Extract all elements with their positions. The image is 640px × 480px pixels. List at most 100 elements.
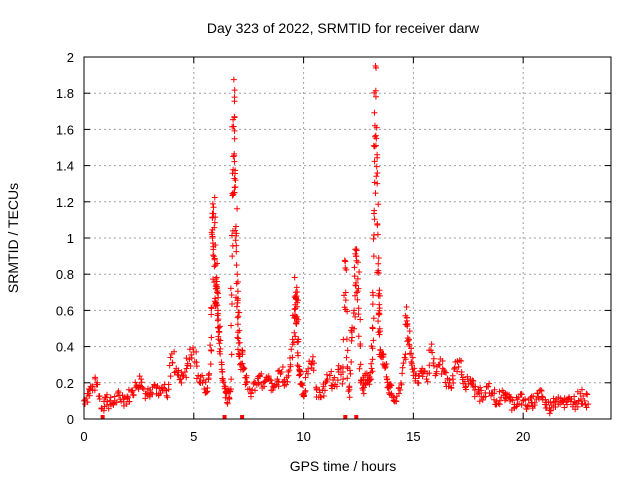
data-point bbox=[581, 397, 588, 404]
data-point bbox=[302, 374, 309, 381]
data-point bbox=[231, 170, 238, 177]
data-point bbox=[146, 387, 153, 394]
data-point bbox=[235, 346, 242, 353]
data-point bbox=[318, 394, 325, 401]
x-tick-label: 5 bbox=[190, 429, 197, 444]
data-point bbox=[387, 381, 394, 388]
data-point bbox=[107, 394, 114, 401]
data-point bbox=[436, 361, 443, 368]
data-point bbox=[375, 255, 382, 262]
y-tick-label: 0.4 bbox=[56, 340, 74, 355]
data-point bbox=[459, 374, 466, 381]
data-point bbox=[471, 387, 478, 394]
data-point bbox=[369, 301, 376, 308]
data-point bbox=[373, 163, 380, 170]
data-point bbox=[229, 253, 236, 260]
data-point bbox=[339, 369, 346, 376]
data-point bbox=[286, 367, 293, 374]
x-tick-label: 20 bbox=[516, 429, 530, 444]
data-point bbox=[220, 379, 227, 386]
data-point bbox=[349, 334, 356, 341]
data-point bbox=[383, 360, 390, 367]
data-point bbox=[214, 260, 221, 267]
data-point bbox=[343, 336, 350, 343]
data-point bbox=[369, 324, 376, 331]
data-point bbox=[582, 401, 589, 408]
data-point bbox=[464, 373, 471, 380]
data-point bbox=[331, 374, 338, 381]
data-point bbox=[491, 390, 498, 397]
data-point bbox=[231, 184, 238, 191]
data-point bbox=[578, 386, 585, 393]
data-point bbox=[324, 376, 331, 383]
data-point bbox=[375, 318, 382, 325]
data-point bbox=[344, 308, 351, 315]
data-point bbox=[231, 113, 238, 120]
data-point bbox=[375, 311, 382, 318]
data-points bbox=[81, 63, 592, 419]
data-point bbox=[295, 363, 302, 370]
data-point bbox=[291, 274, 298, 281]
data-point bbox=[96, 396, 103, 403]
data-point bbox=[402, 351, 409, 358]
data-point bbox=[372, 63, 379, 70]
data-point bbox=[228, 292, 235, 299]
data-point bbox=[132, 379, 139, 386]
data-point bbox=[518, 391, 525, 398]
data-point bbox=[287, 363, 294, 370]
data-point bbox=[370, 235, 377, 242]
data-point bbox=[232, 237, 239, 244]
data-point bbox=[222, 383, 229, 390]
data-point bbox=[94, 381, 101, 388]
grid-layer bbox=[84, 57, 611, 419]
data-point bbox=[469, 377, 476, 384]
data-point bbox=[408, 358, 415, 365]
data-point bbox=[351, 325, 358, 332]
data-point bbox=[208, 305, 215, 312]
gap-marker bbox=[222, 415, 227, 419]
data-point bbox=[408, 360, 415, 367]
data-point bbox=[482, 393, 489, 400]
data-point bbox=[351, 307, 358, 314]
data-point bbox=[537, 387, 544, 394]
data-point bbox=[342, 297, 349, 304]
data-point bbox=[278, 368, 285, 375]
data-point bbox=[454, 368, 461, 375]
data-point bbox=[580, 393, 587, 400]
data-point bbox=[348, 358, 355, 365]
data-point bbox=[430, 359, 437, 366]
data-point bbox=[293, 320, 300, 327]
data-point bbox=[285, 372, 292, 379]
data-point bbox=[207, 342, 214, 349]
y-tick-label: 2 bbox=[67, 50, 74, 65]
data-point bbox=[455, 363, 462, 370]
data-point bbox=[292, 333, 299, 340]
data-point bbox=[227, 285, 234, 292]
data-point bbox=[359, 387, 366, 394]
data-point bbox=[351, 264, 358, 271]
data-point bbox=[426, 370, 433, 377]
y-tick-label: 0.2 bbox=[56, 376, 74, 391]
data-point bbox=[309, 353, 316, 360]
gap-marker bbox=[354, 415, 359, 419]
x-tick-label: 10 bbox=[296, 429, 310, 444]
data-point bbox=[279, 363, 286, 370]
data-point bbox=[226, 395, 233, 402]
y-tick-label: 1.6 bbox=[56, 122, 74, 137]
data-point bbox=[355, 311, 362, 318]
data-point bbox=[310, 360, 317, 367]
data-point bbox=[243, 379, 250, 386]
gap-marker bbox=[343, 415, 348, 419]
data-point bbox=[234, 278, 241, 285]
data-point bbox=[231, 135, 238, 142]
data-point bbox=[390, 394, 397, 401]
data-point bbox=[347, 370, 354, 377]
data-point bbox=[333, 383, 340, 390]
data-point bbox=[211, 224, 218, 231]
data-point bbox=[373, 124, 380, 131]
data-point bbox=[406, 328, 413, 335]
data-point bbox=[211, 263, 218, 270]
data-point bbox=[193, 375, 200, 382]
data-point bbox=[126, 398, 133, 405]
data-point bbox=[289, 336, 296, 343]
